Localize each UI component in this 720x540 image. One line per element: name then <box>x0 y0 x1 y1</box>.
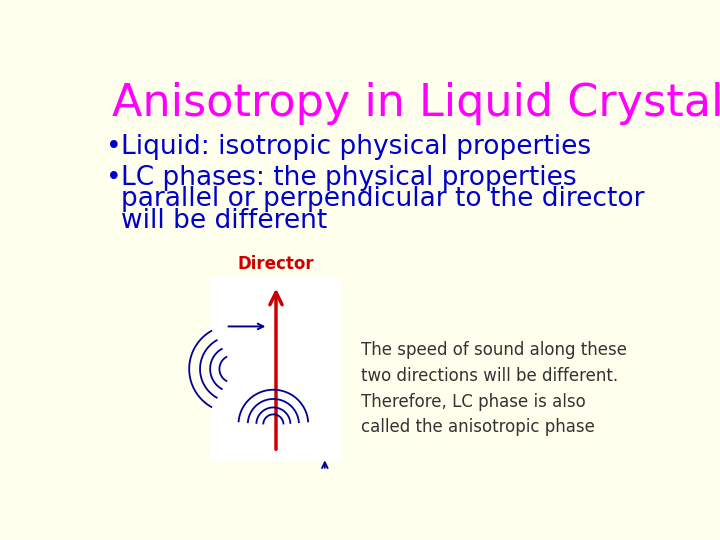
Text: parallel or perpendicular to the director: parallel or perpendicular to the directo… <box>121 186 644 212</box>
Text: Liquid: isotropic physical properties: Liquid: isotropic physical properties <box>121 134 591 160</box>
Text: •: • <box>106 165 121 191</box>
Text: Anisotropy in Liquid Crystals: Anisotropy in Liquid Crystals <box>112 82 720 125</box>
Text: •: • <box>106 134 121 160</box>
Text: LC phases: the physical properties: LC phases: the physical properties <box>121 165 577 191</box>
Text: will be different: will be different <box>121 208 328 234</box>
Text: Director: Director <box>238 255 315 273</box>
Text: The speed of sound along these
two directions will be different.
Therefore, LC p: The speed of sound along these two direc… <box>361 341 627 436</box>
Bar <box>210 276 342 461</box>
